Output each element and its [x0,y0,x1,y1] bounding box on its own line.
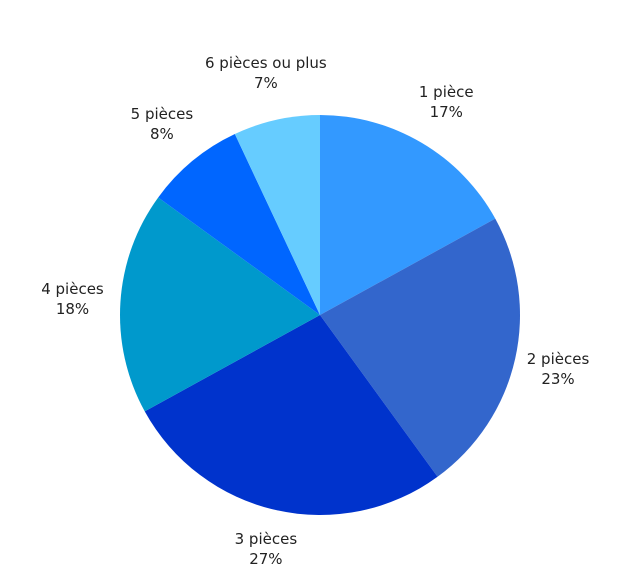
category-label: 6 pièces ou plus [205,53,327,72]
category-label: 4 pièces [41,280,104,299]
value-label: 18% [55,300,90,319]
pie-slice [320,115,496,315]
slice-label: 4 pièces 18% [7,279,137,319]
pie-slice [234,115,320,315]
category-label: 1 pièce [418,82,474,101]
slice-label: 3 pièces 27% [201,529,331,569]
slice-label: 2 pièces 23% [493,349,623,389]
value-label: 27% [249,550,283,568]
value-label: 8% [150,124,174,143]
pie-slice [120,197,320,412]
pie-slice [320,218,520,477]
slice-label: 6 pièces ou plus 7% [201,53,331,93]
value-label: 7% [253,73,278,92]
pie-slice [158,134,320,315]
category-label: 5 pièces [130,104,194,123]
category-label: 2 pièces [526,350,590,369]
slice-label: 5 pièces 8% [97,104,227,144]
pie-slice [144,315,438,516]
category-label: 3 pièces [234,530,298,548]
value-label: 17% [429,102,463,121]
value-label: 23% [541,370,575,389]
slice-label: 1 pièce 17% [381,82,511,122]
